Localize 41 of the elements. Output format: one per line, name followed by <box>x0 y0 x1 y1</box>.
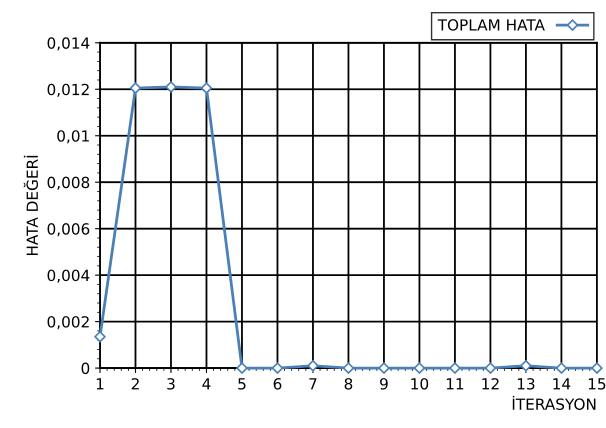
x-tick-label: 10 <box>411 378 428 390</box>
y-tick-label: 0,012 <box>48 84 89 97</box>
x-tick-label: 9 <box>380 378 388 390</box>
point <box>378 362 390 374</box>
y-tick-label: 0,006 <box>48 223 90 236</box>
y-tick-label: 0,014 <box>48 37 90 50</box>
x-tick-label: 3 <box>167 378 175 390</box>
x-tick-label: 7 <box>309 378 317 390</box>
y-tick-label: 0,01 <box>57 130 89 144</box>
y-tick-label: 0,008 <box>48 176 90 190</box>
x-tick-label: 5 <box>238 378 246 390</box>
legend-label: TOPLAM HATA <box>438 19 545 31</box>
x-tick-label: 4 <box>202 378 210 390</box>
point <box>130 82 142 94</box>
x-tick-label: 6 <box>274 378 282 390</box>
x-tick-label: 8 <box>344 378 352 390</box>
point <box>272 362 284 374</box>
point <box>307 360 319 372</box>
x-tick-label: 2 <box>132 378 139 390</box>
point <box>520 360 532 372</box>
x-tick-label: 11 <box>446 378 464 390</box>
x-tick-label: 12 <box>482 378 499 390</box>
point <box>342 362 354 374</box>
point <box>484 362 496 374</box>
point <box>449 362 461 374</box>
y-tick-label: 0,004 <box>48 270 90 283</box>
point <box>556 362 568 374</box>
point <box>94 330 106 342</box>
point <box>414 362 426 374</box>
x-tick-label: 14 <box>553 378 570 390</box>
y-tick-label: 0 <box>82 362 90 374</box>
x-tick-label: 1 <box>96 378 104 390</box>
x-tick-label: 15 <box>588 378 606 390</box>
y-axis-title: HATA DEĞERİ <box>24 156 38 256</box>
x-tick-label: 13 <box>518 378 534 390</box>
y-tick-label: 0,002 <box>48 316 89 330</box>
point <box>236 362 248 374</box>
x-axis-title: İTERASYON <box>512 396 596 410</box>
point <box>165 81 177 93</box>
point <box>591 362 603 374</box>
point <box>200 82 212 94</box>
